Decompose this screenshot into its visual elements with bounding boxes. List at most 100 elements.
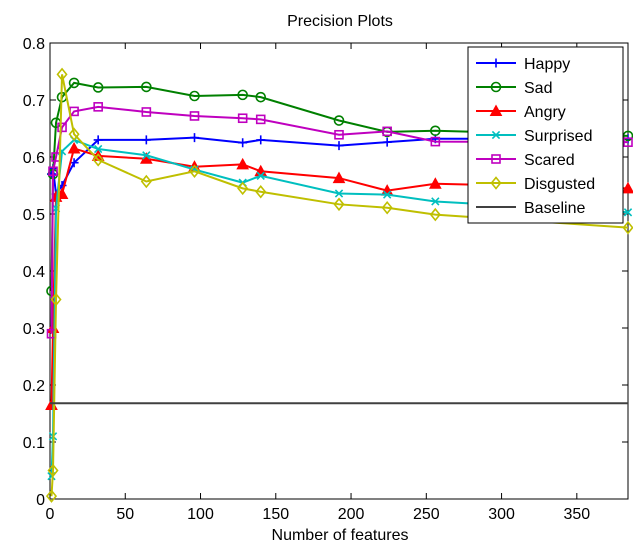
data-point	[621, 181, 633, 194]
data-point	[623, 208, 633, 217]
data-point	[142, 151, 151, 160]
data-point	[490, 176, 502, 190]
data-point	[57, 122, 67, 133]
x-tick-label: 200	[338, 506, 365, 523]
data-point	[428, 177, 442, 189]
data-point	[490, 81, 502, 93]
data-point	[622, 220, 633, 235]
data-point	[47, 463, 59, 478]
series-line	[50, 105, 629, 334]
data-point	[334, 129, 344, 140]
data-point	[255, 114, 266, 125]
data-point	[237, 181, 249, 196]
data-point	[383, 190, 392, 199]
data-point	[94, 144, 103, 154]
data-point	[67, 141, 81, 154]
data-point	[256, 135, 266, 145]
y-tick-label: 0.1	[23, 435, 45, 452]
data-point	[92, 82, 104, 93]
chart-title: Precision Plots	[287, 13, 393, 30]
legend-label: Sad	[524, 80, 552, 97]
legend-label: Baseline	[524, 200, 585, 217]
data-point	[238, 138, 248, 148]
data-point	[256, 171, 265, 180]
data-point	[430, 136, 441, 147]
series-disgusted	[45, 67, 633, 503]
series-scared	[46, 102, 633, 339]
x-tick-label: 100	[187, 506, 214, 523]
series-lines	[45, 67, 633, 503]
legend-label: Scared	[524, 152, 575, 169]
data-point	[255, 185, 267, 199]
y-tick-label: 0.5	[23, 207, 45, 224]
data-point	[334, 141, 344, 151]
x-tick-label: 300	[488, 506, 515, 523]
series-line	[50, 74, 629, 497]
y-tick-label: 0	[36, 492, 45, 509]
legend-label: Angry	[524, 104, 566, 121]
legend-label: Disgusted	[524, 176, 595, 193]
data-point	[68, 127, 80, 141]
legend: Happy Sad Angry Surprised Scared Disgusted Bas…	[467, 46, 624, 224]
legend-item: Baseline	[476, 200, 585, 217]
y-tick-label: 0.6	[23, 150, 45, 167]
data-point	[141, 135, 151, 145]
data-point	[93, 135, 103, 145]
y-tick-label: 0.8	[23, 36, 45, 53]
data-point	[141, 107, 152, 117]
x-tick-label: 350	[563, 506, 590, 523]
data-point	[56, 67, 68, 82]
legend-item: Disgusted	[476, 176, 595, 193]
data-point	[430, 125, 441, 137]
legend-item: Surprised	[476, 128, 592, 145]
x-tick-label: 250	[413, 506, 440, 523]
data-point	[491, 130, 501, 140]
data-point	[491, 58, 501, 68]
legend-item: Angry	[476, 104, 566, 121]
legend-label: Happy	[524, 56, 570, 73]
data-point	[92, 153, 104, 167]
data-point	[332, 171, 346, 184]
data-point	[189, 90, 200, 102]
data-point	[491, 154, 501, 164]
data-point	[190, 133, 199, 143]
data-point	[431, 197, 440, 206]
data-point	[382, 126, 392, 137]
y-tick-label: 0.7	[23, 93, 45, 110]
x-tick-label: 150	[262, 506, 289, 523]
data-point	[237, 89, 248, 101]
data-point	[48, 166, 58, 177]
legend-item: Happy	[476, 56, 570, 73]
data-point	[255, 91, 267, 103]
data-point	[489, 104, 503, 116]
data-point	[140, 174, 152, 189]
x-tick-label: 0	[46, 506, 55, 523]
legend-item: Scared	[476, 152, 575, 169]
legend-label: Surprised	[524, 128, 592, 145]
data-point	[236, 157, 250, 170]
data-point	[45, 489, 58, 503]
series-line	[50, 138, 629, 477]
legend-item: Sad	[476, 80, 552, 97]
data-point	[68, 77, 80, 89]
data-point	[333, 197, 345, 212]
data-point	[93, 102, 103, 112]
data-point	[381, 200, 393, 215]
data-point	[189, 111, 200, 121]
data-point	[141, 81, 152, 93]
data-point	[623, 137, 633, 147]
data-point	[188, 164, 201, 179]
y-tick-label: 0.2	[23, 378, 45, 395]
y-tick-label: 0.3	[23, 321, 45, 338]
y-tick-label: 0.4	[23, 264, 45, 281]
x-axis-label: Number of features	[272, 527, 409, 544]
data-point	[237, 113, 248, 124]
x-tick-label: 50	[116, 506, 134, 523]
data-point	[50, 292, 62, 307]
data-point	[334, 189, 344, 198]
data-point	[429, 207, 441, 222]
axes: 0 50 100 150 200 250 300 350 0 0.1 0.2 0.3 0.4 0.5 0.6…	[23, 36, 628, 523]
data-point	[382, 137, 392, 147]
data-point	[333, 115, 345, 126]
